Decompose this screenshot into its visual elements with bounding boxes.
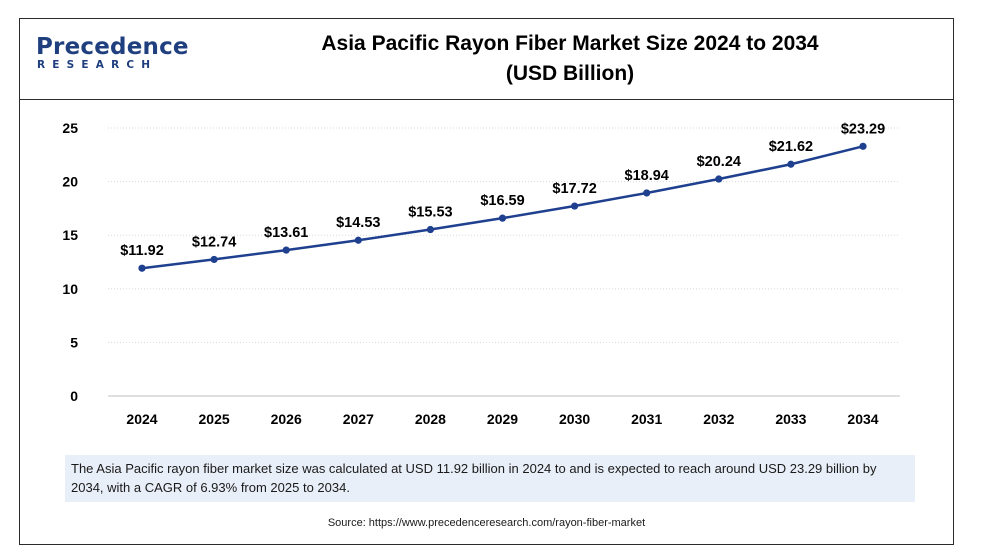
data-point <box>715 175 723 183</box>
data-point <box>498 214 507 222</box>
data-label: $14.53 <box>336 215 380 231</box>
x-tick-label: 2030 <box>559 411 590 427</box>
x-tick-label: 2026 <box>271 411 302 427</box>
data-label: $21.62 <box>769 139 813 155</box>
y-tick-label: 20 <box>62 174 78 190</box>
y-tick-label: 15 <box>62 227 78 243</box>
x-tick-label: 2034 <box>847 411 878 427</box>
data-point <box>210 255 218 264</box>
logo-sub-text: RESEARCH <box>37 59 158 71</box>
data-label: $18.94 <box>625 168 669 184</box>
y-tick-label: 25 <box>62 120 78 136</box>
y-tick-label: 10 <box>62 281 78 297</box>
data-point <box>282 246 290 254</box>
data-point <box>643 189 651 197</box>
x-tick-label: 2031 <box>631 411 662 427</box>
summary-caption: The Asia Pacific rayon fiber market size… <box>65 455 915 502</box>
x-tick-label: 2029 <box>487 411 518 427</box>
grid-lines <box>108 127 900 343</box>
data-label: $12.74 <box>192 234 236 250</box>
data-point <box>426 225 434 234</box>
source-text: Source: https://www.precedenceresearch.c… <box>327 517 646 529</box>
x-tick-label: 2025 <box>199 411 230 427</box>
series <box>138 142 867 272</box>
chart-title: Asia Pacific Rayon Fiber Market Size 202… <box>220 29 920 89</box>
data-label: $20.24 <box>697 154 741 170</box>
header: Precedence RESEARCH Asia Pacific Rayon F… <box>20 19 953 100</box>
data-label: $17.72 <box>552 181 596 197</box>
data-label: $11.92 <box>120 243 164 259</box>
data-point <box>787 160 795 168</box>
chart-frame: Precedence RESEARCH Asia Pacific Rayon F… <box>19 18 954 545</box>
data-label: $15.53 <box>408 205 452 221</box>
chart-title-line1: Asia Pacific Rayon Fiber Market Size 202… <box>321 32 819 55</box>
y-tick-label: 0 <box>70 388 78 404</box>
logo-main-text: Precedence <box>36 34 189 60</box>
data-point <box>859 142 867 150</box>
data-label: $16.59 <box>480 193 524 209</box>
data-labels: $11.92 $12.74 $13.61 $14.53 $15.53 $16.59 $17.… <box>120 121 885 259</box>
y-tick-label: 5 <box>70 334 78 350</box>
chart-title-line2: (USD Billion) <box>505 62 635 85</box>
data-point <box>571 202 579 210</box>
data-point <box>354 236 362 244</box>
x-tick-label: 2024 <box>126 411 157 427</box>
data-label: $13.61 <box>264 225 308 241</box>
logo: Precedence RESEARCH <box>36 34 189 85</box>
data-label: $23.29 <box>841 121 885 137</box>
data-point <box>138 264 146 272</box>
x-tick-label: 2033 <box>775 411 806 427</box>
x-tick-label: 2028 <box>415 411 446 427</box>
x-tick-label: 2032 <box>703 411 734 427</box>
x-tick-label: 2027 <box>343 411 374 427</box>
